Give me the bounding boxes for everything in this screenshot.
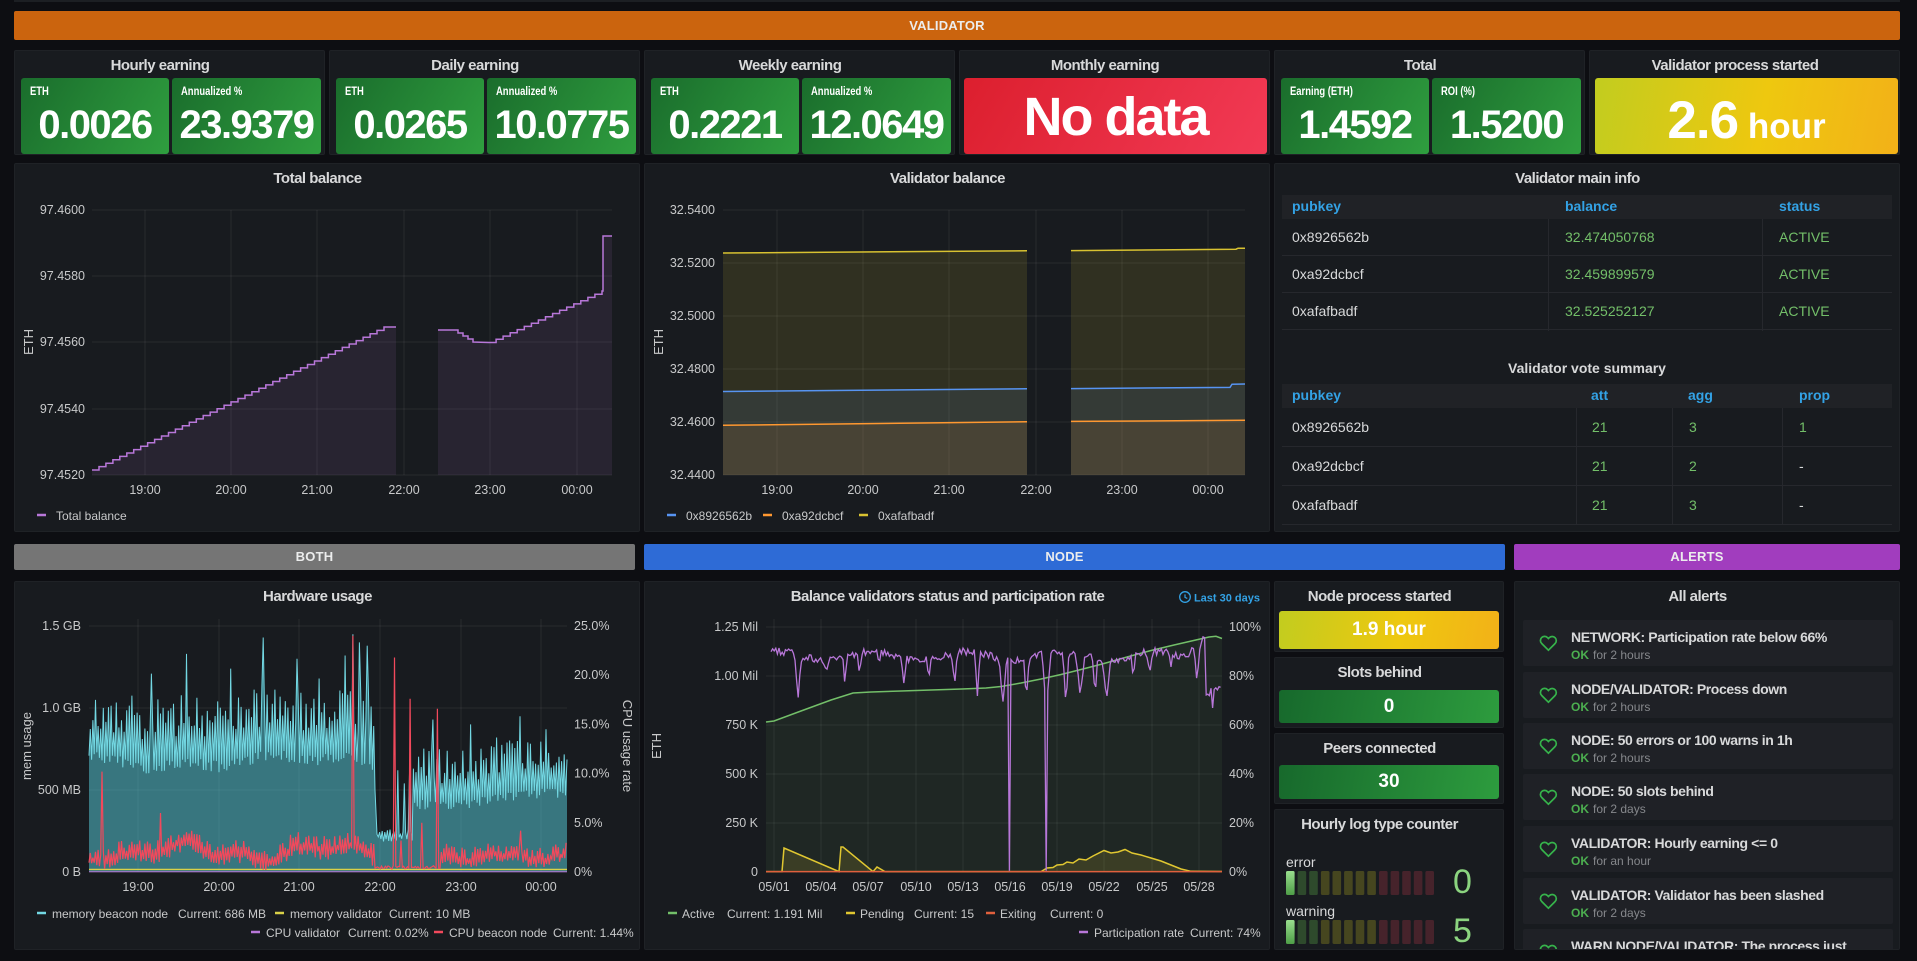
svg-text:05/07: 05/07 [852,880,883,894]
svg-text:97.4560: 97.4560 [40,335,85,349]
svg-text:05/25: 05/25 [1136,880,1167,894]
svg-text:19:00: 19:00 [122,880,153,894]
svg-text:mem usage: mem usage [19,712,34,780]
svg-text:1.0 GB: 1.0 GB [42,701,81,715]
svg-text:32.5400: 32.5400 [670,203,715,217]
svg-text:750 K: 750 K [725,718,758,732]
svg-text:19:00: 19:00 [129,483,160,497]
svg-text:32.5200: 32.5200 [670,256,715,270]
svg-text:Current: 1.44%: Current: 1.44% [553,926,634,940]
svg-text:00:00: 00:00 [1192,483,1223,497]
svg-text:Current: 0: Current: 0 [1050,907,1104,921]
svg-text:error: error [1286,854,1316,870]
svg-text:22:00: 22:00 [364,880,395,894]
svg-text:10.0%: 10.0% [574,767,609,781]
svg-text:0x8926562b: 0x8926562b [686,509,752,523]
svg-text:05/28: 05/28 [1183,880,1214,894]
svg-text:21:00: 21:00 [283,880,314,894]
svg-text:0: 0 [1453,863,1472,901]
svg-text:Last 30 days: Last 30 days [1194,593,1260,605]
svg-text:40%: 40% [1229,767,1254,781]
svg-text:1.25 Mil: 1.25 Mil [714,620,758,634]
svg-text:20%: 20% [1229,816,1254,830]
svg-text:ETH: ETH [649,733,664,759]
svg-text:00:00: 00:00 [561,483,592,497]
svg-text:ETH: ETH [21,329,36,355]
svg-text:32.4600: 32.4600 [670,415,715,429]
svg-text:0xafafbadf: 0xafafbadf [878,509,935,523]
svg-text:20.0%: 20.0% [574,668,609,682]
svg-text:22:00: 22:00 [388,483,419,497]
svg-text:80%: 80% [1229,669,1254,683]
svg-text:Current: 74%: Current: 74% [1190,926,1261,940]
svg-text:22:00: 22:00 [1020,483,1051,497]
svg-text:Pending: Pending [860,907,904,921]
svg-text:23:00: 23:00 [1106,483,1137,497]
svg-text:97.4600: 97.4600 [40,203,85,217]
svg-text:0%: 0% [574,865,592,879]
svg-text:250 K: 250 K [725,816,758,830]
svg-text:23:00: 23:00 [474,483,505,497]
svg-text:05/19: 05/19 [1041,880,1072,894]
svg-text:Current: 10 MB: Current: 10 MB [389,907,470,921]
svg-text:memory validator: memory validator [290,907,382,921]
svg-text:00:00: 00:00 [525,880,556,894]
svg-text:warning: warning [1285,903,1335,919]
svg-text:21:00: 21:00 [933,483,964,497]
svg-text:60%: 60% [1229,718,1254,732]
svg-text:500 K: 500 K [725,767,758,781]
svg-text:20:00: 20:00 [847,483,878,497]
svg-text:Current: 686 MB: Current: 686 MB [178,907,266,921]
svg-text:05/16: 05/16 [994,880,1025,894]
svg-text:CPU beacon node: CPU beacon node [449,926,547,940]
svg-text:Exiting: Exiting [1000,907,1036,921]
svg-text:500 MB: 500 MB [38,783,81,797]
svg-text:100%: 100% [1229,620,1261,634]
svg-text:15.0%: 15.0% [574,717,609,731]
svg-text:97.4520: 97.4520 [40,468,85,482]
svg-text:Current: 1.191 Mil: Current: 1.191 Mil [727,907,822,921]
svg-text:0%: 0% [1229,865,1247,879]
svg-text:21:00: 21:00 [301,483,332,497]
svg-text:05/04: 05/04 [805,880,836,894]
svg-text:25.0%: 25.0% [574,619,609,633]
svg-text:1.5 GB: 1.5 GB [42,619,81,633]
svg-text:Total balance: Total balance [56,509,127,523]
svg-text:32.5000: 32.5000 [670,309,715,323]
svg-text:32.4400: 32.4400 [670,468,715,482]
svg-text:Current: 0.02%: Current: 0.02% [348,926,429,940]
svg-text:0: 0 [751,865,758,879]
svg-text:5.0%: 5.0% [574,816,603,830]
svg-text:97.4580: 97.4580 [40,269,85,283]
svg-text:Current: 15: Current: 15 [914,907,974,921]
svg-text:97.4540: 97.4540 [40,402,85,416]
svg-text:05/10: 05/10 [900,880,931,894]
svg-text:0xa92dcbcf: 0xa92dcbcf [782,509,844,523]
svg-text:memory beacon node: memory beacon node [52,907,168,921]
svg-text:1.00 Mil: 1.00 Mil [714,669,758,683]
svg-text:05/22: 05/22 [1088,880,1119,894]
svg-text:20:00: 20:00 [215,483,246,497]
svg-text:05/13: 05/13 [947,880,978,894]
svg-text:19:00: 19:00 [761,483,792,497]
svg-text:ETH: ETH [651,329,666,355]
svg-text:20:00: 20:00 [203,880,234,894]
svg-text:0 B: 0 B [62,865,81,879]
svg-text:CPU usage rate: CPU usage rate [620,700,635,793]
svg-text:23:00: 23:00 [445,880,476,894]
svg-text:32.4800: 32.4800 [670,362,715,376]
svg-text:Participation rate: Participation rate [1094,926,1184,940]
svg-text:5: 5 [1453,912,1472,950]
svg-text:05/01: 05/01 [758,880,789,894]
svg-text:Active: Active [682,907,715,921]
svg-text:CPU validator: CPU validator [266,926,340,940]
